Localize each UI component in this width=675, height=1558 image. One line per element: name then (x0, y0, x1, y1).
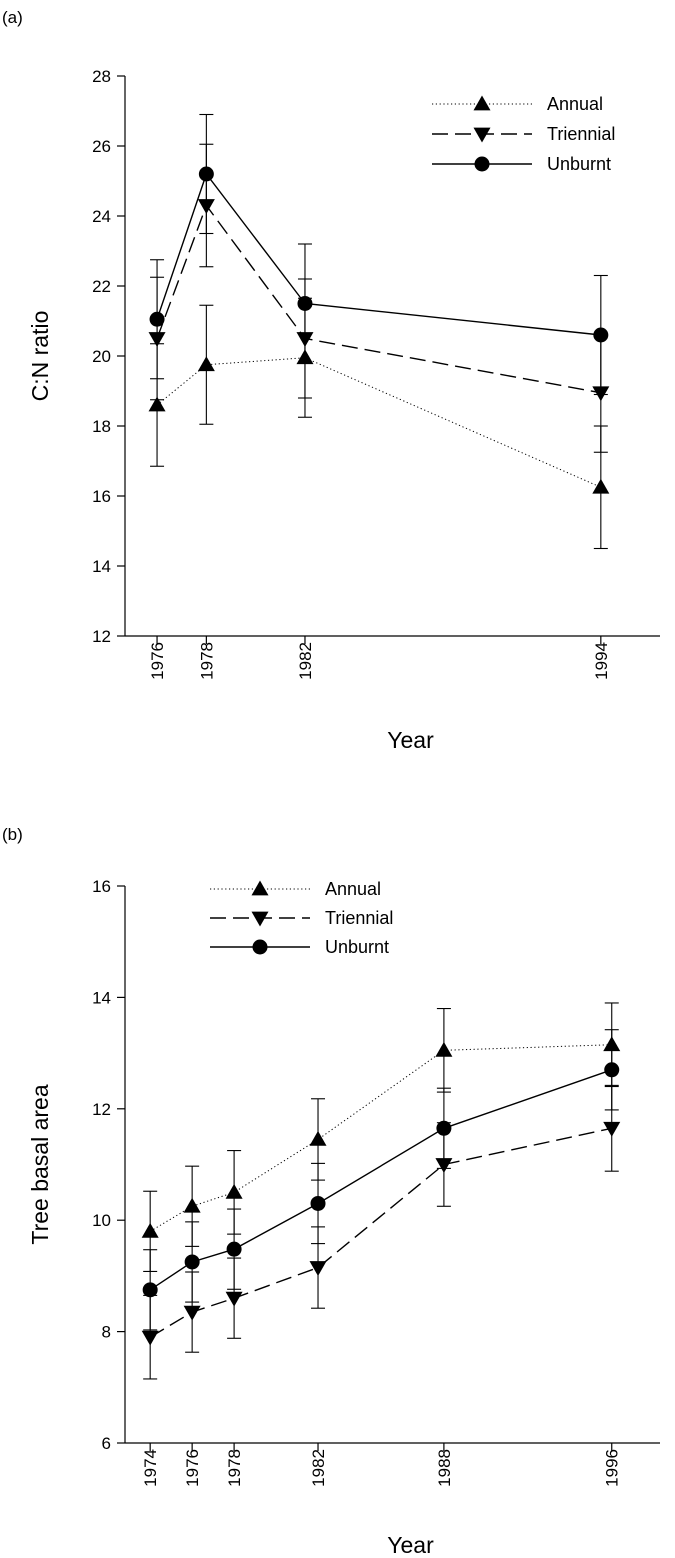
data-point-triennial-b (183, 1305, 201, 1321)
data-point-annual-b (309, 1130, 327, 1146)
panel-label-b: (b) (2, 825, 23, 844)
series-line-annual-a (156, 357, 602, 488)
y-axis-title-b: Tree basal area (27, 1084, 53, 1244)
series-line-triennial-a (156, 204, 601, 394)
x-axis-title-a: Year (387, 727, 434, 753)
x-tick-label-a: 1982 (296, 642, 315, 680)
legend-label-unburnt-b: Unburnt (325, 937, 389, 957)
series-line-unburnt-b (149, 1069, 612, 1291)
data-point-unburnt-a (593, 327, 609, 343)
data-point-unburnt-a (297, 296, 313, 311)
y-tick-label-b: 8 (102, 1323, 111, 1342)
data-point-unburnt-b (310, 1195, 326, 1211)
legend-marker-unburnt-a (474, 156, 490, 172)
y-tick-label-a: 22 (92, 277, 111, 296)
x-tick-label-b: 1996 (603, 1449, 622, 1487)
y-tick-label-b: 14 (92, 988, 111, 1007)
data-point-unburnt-a (198, 166, 214, 182)
legend-marker-triennial-a (473, 127, 491, 143)
series-line-unburnt-a (156, 172, 601, 336)
series-line-triennial-b (149, 1127, 612, 1338)
data-point-annual-b (183, 1197, 201, 1213)
legend-label-triennial-b: Triennial (325, 908, 393, 928)
data-point-unburnt-a (149, 311, 165, 327)
data-point-annual-a (148, 396, 166, 412)
y-tick-label-a: 18 (92, 417, 111, 436)
data-point-triennial-b (141, 1330, 159, 1346)
legend-label-triennial-a: Triennial (547, 124, 615, 144)
data-point-annual-b (435, 1041, 453, 1057)
chart-b: 6 8 10 12 14 16 1974 1976 1978 1982 1988 1996 Tree b… (27, 877, 660, 1558)
legend-label-annual-b: Annual (325, 879, 381, 899)
x-axis-title-b: Year (387, 1532, 434, 1558)
data-point-triennial-b (309, 1261, 327, 1277)
data-point-annual-a (197, 356, 215, 372)
y-tick-label-b: 6 (102, 1434, 111, 1453)
legend-marker-triennial-b (251, 911, 269, 927)
y-tick-label-b: 12 (92, 1100, 111, 1119)
legend-marker-annual-b (251, 880, 269, 896)
legend-marker-unburnt-b (252, 939, 268, 955)
y-tick-label-b: 16 (92, 877, 111, 896)
data-point-annual-a (592, 478, 610, 494)
series-line-annual-b (149, 1044, 612, 1232)
y-tick-label-a: 14 (92, 557, 111, 576)
data-point-annual-b (225, 1183, 243, 1199)
panel-label-a: (a) (2, 8, 23, 27)
data-point-unburnt-b (226, 1241, 242, 1257)
x-tick-label-a: 1976 (148, 642, 167, 680)
data-point-unburnt-b (142, 1282, 158, 1298)
data-point-annual-b (141, 1222, 159, 1238)
y-axis-title-a: C:N ratio (27, 311, 53, 402)
data-point-triennial-b (603, 1121, 621, 1137)
data-point-triennial-b (225, 1291, 243, 1307)
x-tick-label-b: 1974 (141, 1449, 160, 1487)
x-tick-label-b: 1982 (309, 1449, 328, 1487)
x-tick-label-b: 1978 (225, 1449, 244, 1487)
y-tick-label-a: 16 (92, 487, 111, 506)
x-tick-label-a: 1978 (197, 642, 216, 680)
x-tick-label-b: 1988 (435, 1449, 454, 1487)
data-point-unburnt-b (184, 1254, 200, 1270)
y-tick-label-a: 12 (92, 627, 111, 646)
chart-a: 12 14 16 18 20 22 24 26 28 1976 1978 1982 1994 C:N ra… (27, 67, 660, 753)
x-tick-label-b: 1976 (183, 1449, 202, 1487)
y-tick-label-a: 24 (92, 207, 111, 226)
data-point-unburnt-b (436, 1120, 452, 1136)
y-tick-label-a: 26 (92, 137, 111, 156)
legend-label-unburnt-a: Unburnt (547, 154, 611, 174)
y-tick-label-a: 20 (92, 347, 111, 366)
y-tick-label-a: 28 (92, 67, 111, 86)
x-tick-label-a: 1994 (592, 642, 611, 680)
legend-marker-annual-a (473, 95, 491, 111)
data-point-unburnt-b (604, 1062, 620, 1078)
legend-label-annual-a: Annual (547, 94, 603, 114)
y-tick-label-b: 10 (92, 1211, 111, 1230)
